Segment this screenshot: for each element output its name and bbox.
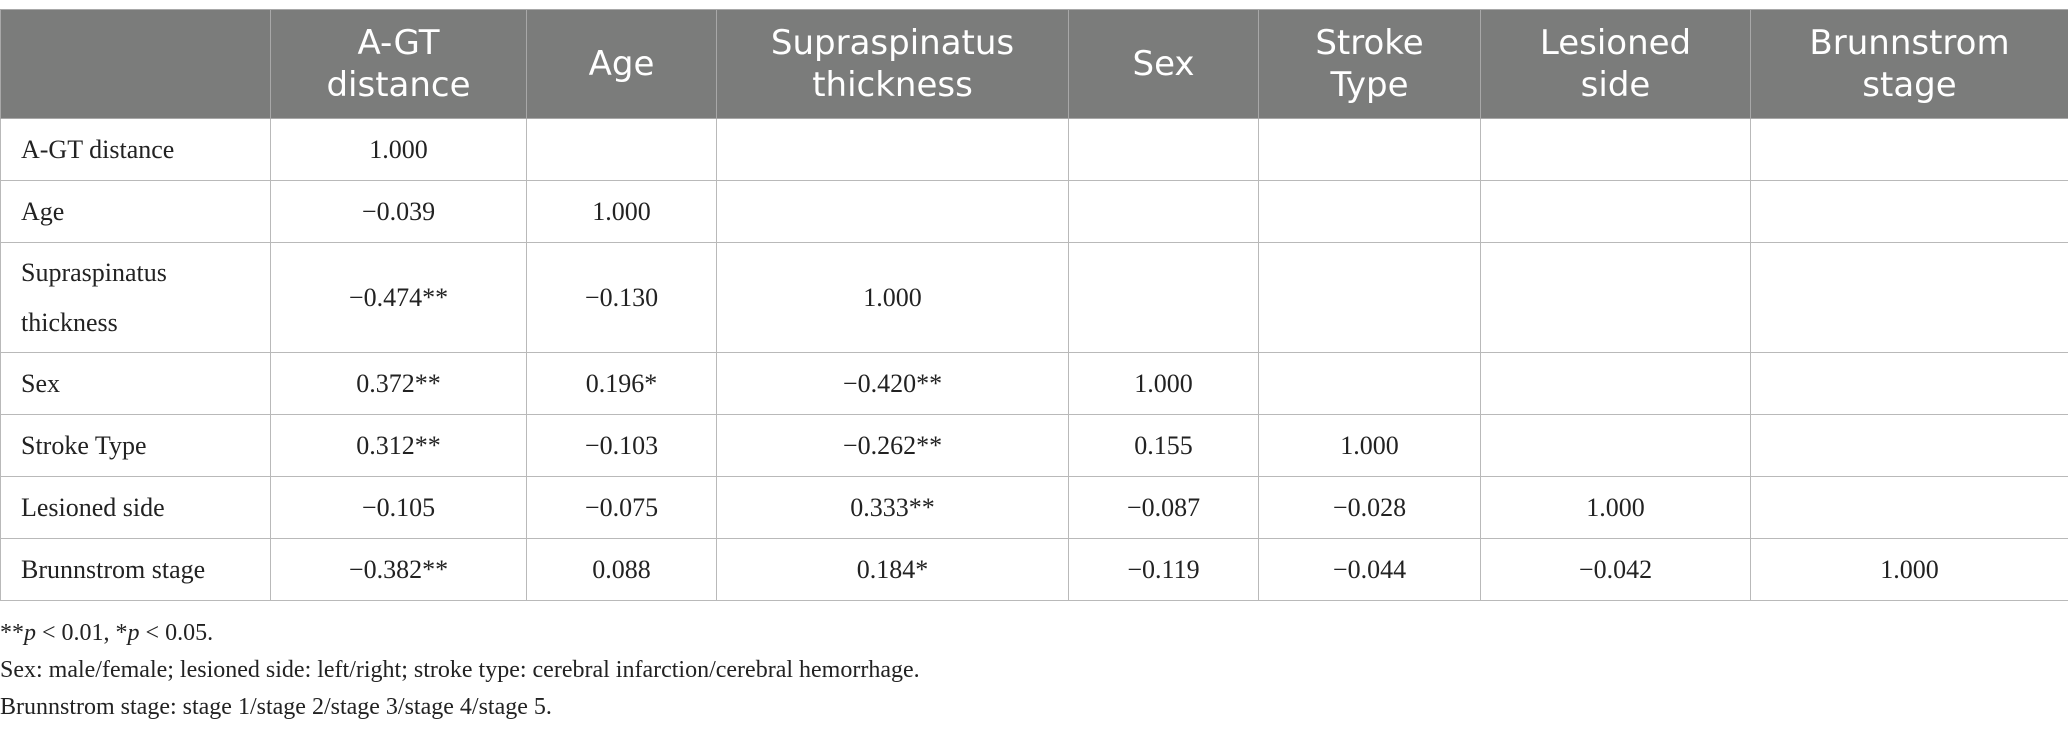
- header-cell-agt-distance: A-GT distance: [270, 9, 527, 119]
- table-body: A-GT distance 1.000 Age −0.039 1.000 Supraspi…: [0, 118, 2068, 601]
- table-cell: −0.420**: [716, 352, 1069, 415]
- table-cell: [1068, 118, 1259, 181]
- table-header: A-GT distance Age Supraspinatus thickness …: [0, 9, 2068, 119]
- table-cell: −0.382**: [270, 538, 527, 601]
- header-cell-age: Age: [526, 9, 717, 119]
- table-row: Sex 0.372** 0.196* −0.420** 1.000: [0, 352, 2068, 415]
- table-cell: −0.474**: [270, 242, 527, 353]
- row-label: Lesioned side: [0, 476, 271, 539]
- table-cell: 1.000: [716, 242, 1069, 353]
- table-cell: [1480, 352, 1751, 415]
- table-cell: 0.312**: [270, 414, 527, 477]
- row-label: Brunnstrom stage: [0, 538, 271, 601]
- table-cell: 1.000: [1480, 476, 1751, 539]
- table-row: A-GT distance 1.000: [0, 118, 2068, 181]
- table-cell: 0.088: [526, 538, 717, 601]
- table-cell: [1750, 180, 2068, 243]
- table-cell: [1480, 414, 1751, 477]
- table-cell: −0.042: [1480, 538, 1751, 601]
- table-cell: [1750, 242, 2068, 353]
- table-cell: [1480, 118, 1751, 181]
- table-cell: 0.196*: [526, 352, 717, 415]
- table-cell: −0.044: [1258, 538, 1481, 601]
- header-cell-brunnstrom-stage: Brunnstrom stage: [1750, 9, 2068, 119]
- header-cell-sex: Sex: [1068, 9, 1259, 119]
- table-row: Age −0.039 1.000: [0, 180, 2068, 243]
- row-label: Sex: [0, 352, 271, 415]
- header-cell-supraspinatus-thickness: Supraspinatus thickness: [716, 9, 1069, 119]
- table-cell: 0.372**: [270, 352, 527, 415]
- footnote-brunnstrom-coding: Brunnstrom stage: stage 1/stage 2/stage …: [0, 694, 552, 720]
- table-row: Supraspinatus thickness −0.474** −0.130 1.0…: [0, 242, 2068, 353]
- table-cell: 1.000: [1750, 538, 2068, 601]
- table-footnotes: **p < 0.01, *p < 0.05. Sex: male/female;…: [0, 617, 2068, 728]
- table-cell: −0.119: [1068, 538, 1259, 601]
- row-label: Supraspinatus thickness: [0, 242, 271, 353]
- table-cell: 1.000: [1258, 414, 1481, 477]
- table-cell: −0.087: [1068, 476, 1259, 539]
- table-cell: −0.262**: [716, 414, 1069, 477]
- table-cell: [1258, 118, 1481, 181]
- footnote-variable-coding: Sex: male/female; lesioned side: left/ri…: [0, 657, 920, 683]
- table-cell: [1258, 352, 1481, 415]
- header-cell-stroke-type: Stroke Type: [1258, 9, 1481, 119]
- table-cell: 0.155: [1068, 414, 1259, 477]
- footnote-threshold-1: < 0.01, *: [36, 620, 128, 646]
- table-cell: −0.039: [270, 180, 527, 243]
- table-cell: 1.000: [526, 180, 717, 243]
- table-cell: −0.130: [526, 242, 717, 353]
- table-cell: [1480, 242, 1751, 353]
- row-label: Stroke Type: [0, 414, 271, 477]
- table-cell: [716, 180, 1069, 243]
- footnote-stars-1: **: [0, 620, 24, 646]
- table-cell: −0.105: [270, 476, 527, 539]
- header-cell-lesioned-side: Lesioned side: [1480, 9, 1751, 119]
- table-row: Brunnstrom stage −0.382** 0.088 0.184* −0.11…: [0, 538, 2068, 601]
- footnote-p-symbol-2: p: [127, 620, 140, 646]
- table-cell: [1750, 352, 2068, 415]
- table-cell: [1750, 414, 2068, 477]
- table-cell: −0.028: [1258, 476, 1481, 539]
- table-cell: [1258, 180, 1481, 243]
- header-row: A-GT distance Age Supraspinatus thickness …: [0, 9, 2068, 119]
- row-label: Age: [0, 180, 271, 243]
- table-cell: −0.103: [526, 414, 717, 477]
- table-cell: −0.075: [526, 476, 717, 539]
- table-cell: 0.184*: [716, 538, 1069, 601]
- table-cell: 0.333**: [716, 476, 1069, 539]
- header-cell-corner: [0, 9, 271, 119]
- table-cell: [1750, 476, 2068, 539]
- table-row: Stroke Type 0.312** −0.103 −0.262** 0.155 1.0…: [0, 414, 2068, 477]
- table-cell: [1068, 242, 1259, 353]
- footnote-significance: **p < 0.01, *p < 0.05.: [0, 617, 2068, 654]
- table-cell: 1.000: [270, 118, 527, 181]
- footnote-threshold-2: < 0.05.: [139, 620, 214, 646]
- table-cell: [1480, 180, 1751, 243]
- footnote-p-symbol-1: p: [24, 620, 36, 646]
- correlation-table-container: A-GT distance Age Supraspinatus thickness …: [0, 9, 2068, 601]
- table-cell: [526, 118, 717, 181]
- table-cell: [716, 118, 1069, 181]
- table-row: Lesioned side −0.105 −0.075 0.333** −0.087 −0…: [0, 476, 2068, 539]
- table-cell: 1.000: [1068, 352, 1259, 415]
- table-cell: [1068, 180, 1259, 243]
- correlation-table: A-GT distance Age Supraspinatus thickness …: [0, 9, 2068, 601]
- table-cell: [1750, 118, 2068, 181]
- table-cell: [1258, 242, 1481, 353]
- row-label: A-GT distance: [0, 118, 271, 181]
